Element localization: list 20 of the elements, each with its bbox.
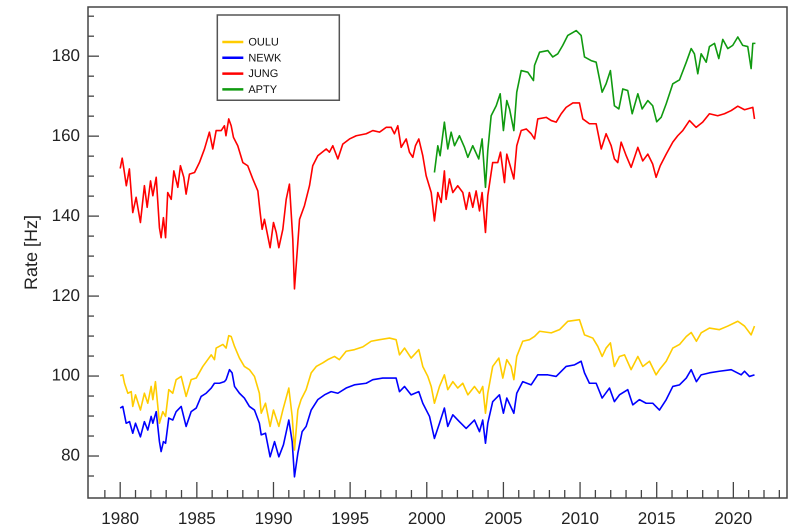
x-tick-label: 2000 xyxy=(408,508,446,528)
y-tick-label: 100 xyxy=(52,366,80,385)
x-tick-label: 2005 xyxy=(484,508,522,528)
legend-label: JUNG xyxy=(248,68,278,80)
x-tick-label: 2010 xyxy=(561,508,599,528)
x-tick-label: 1995 xyxy=(331,508,370,528)
y-axis-title: Rate [Hz] xyxy=(20,214,41,290)
y-tick-label: 80 xyxy=(61,446,80,465)
y-tick-label: 160 xyxy=(52,126,80,145)
y-tick-label: 120 xyxy=(52,286,80,305)
x-tick-label: 2020 xyxy=(714,508,752,528)
legend-label: NEWK xyxy=(248,52,282,64)
y-tick-label: 180 xyxy=(52,46,80,65)
x-tick-label: 2015 xyxy=(638,508,676,528)
x-tick-label: 1980 xyxy=(101,508,140,528)
x-tick-label: 1985 xyxy=(178,508,216,528)
legend-label: OULU xyxy=(248,36,279,49)
x-tick-label: 1990 xyxy=(254,508,292,528)
legend-label: APTY xyxy=(248,84,278,96)
y-tick-label: 140 xyxy=(52,206,80,225)
